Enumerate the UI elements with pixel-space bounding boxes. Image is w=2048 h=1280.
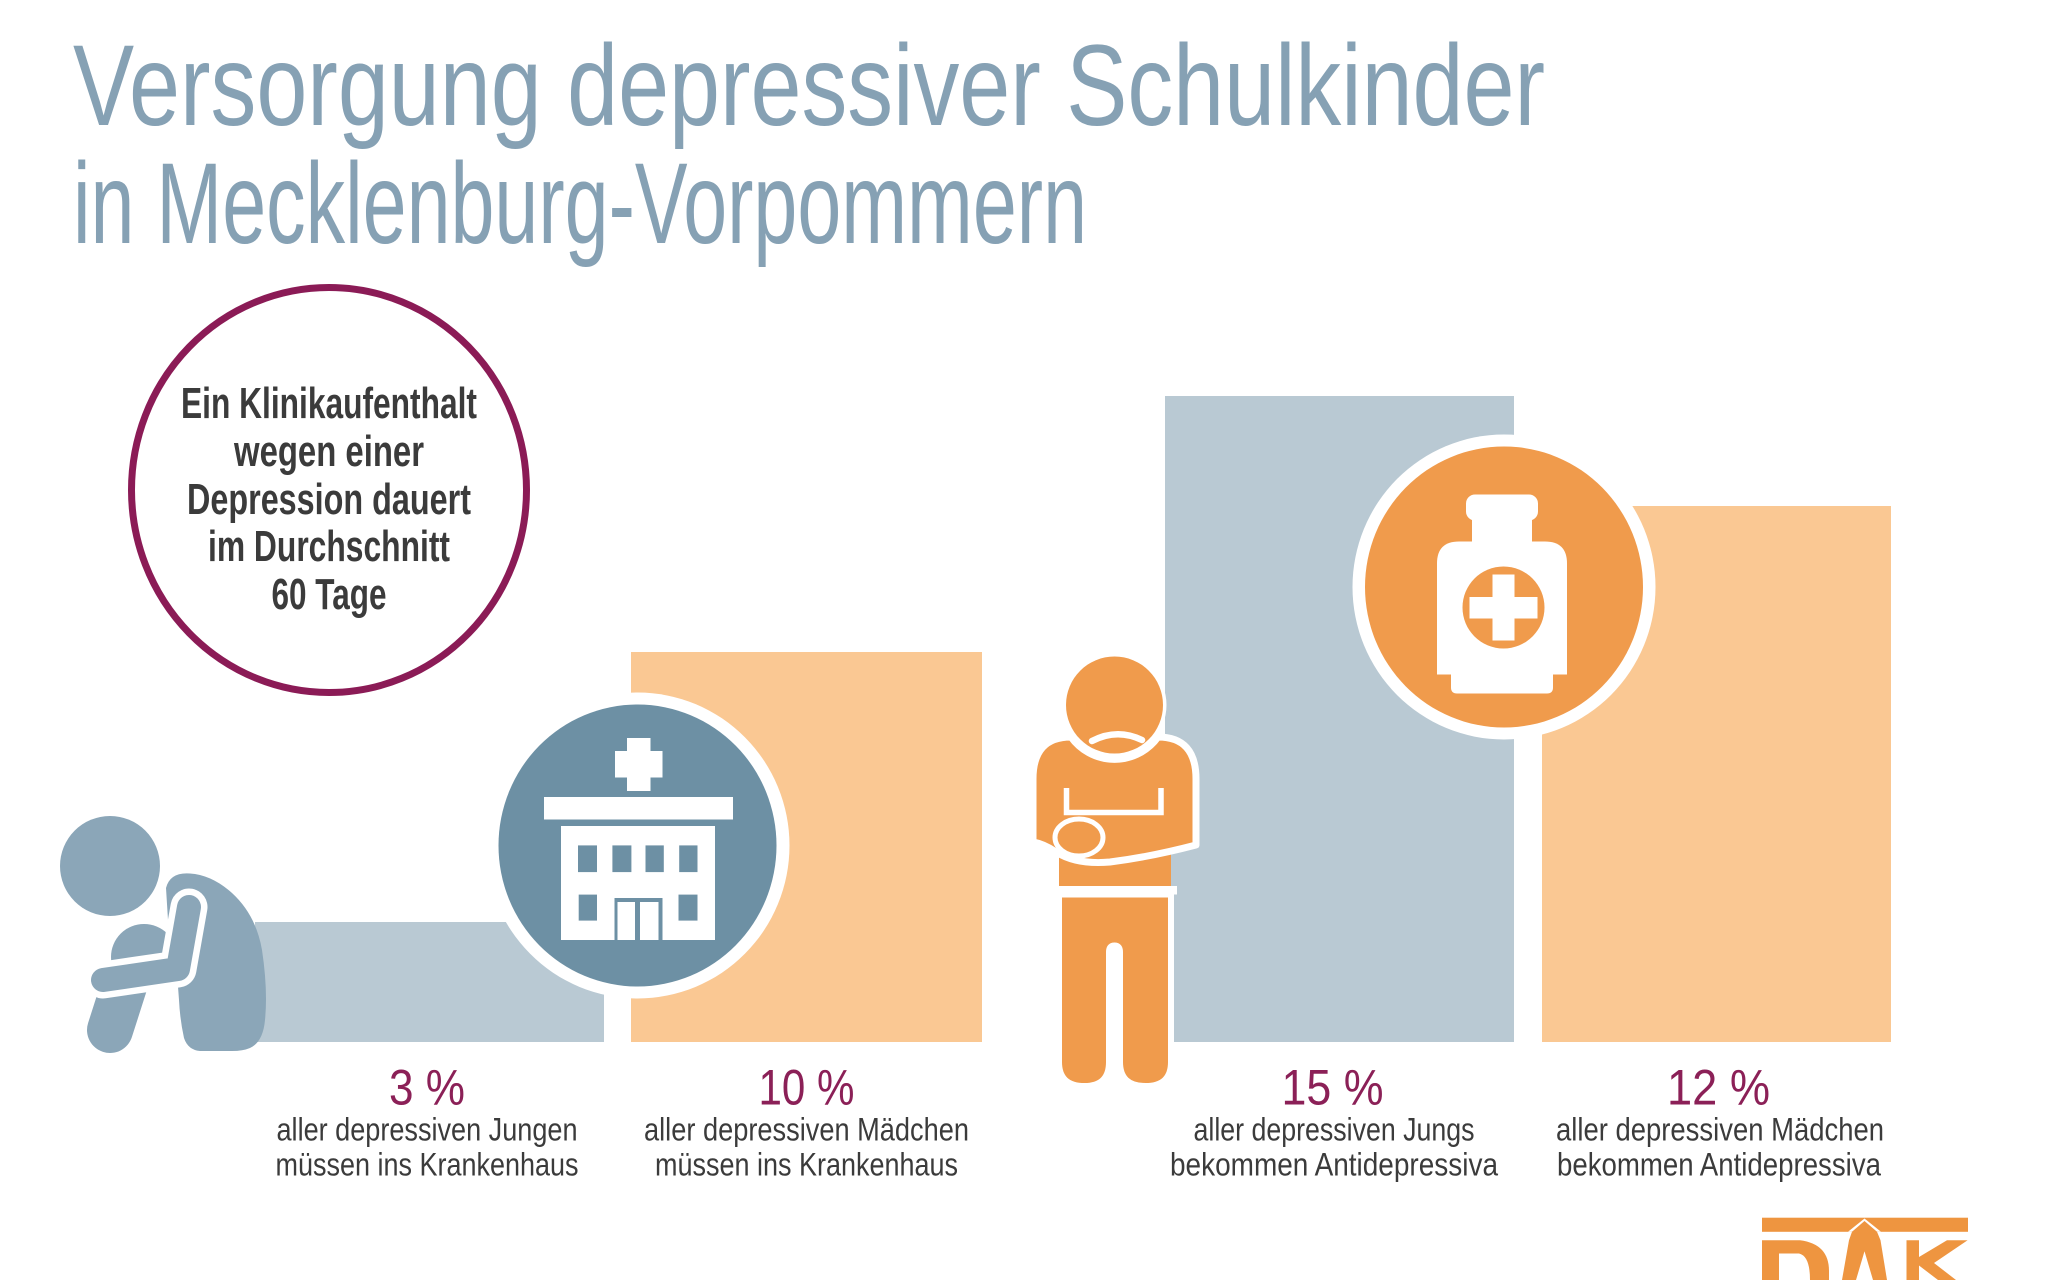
svg-text:Ein Klinikaufenthalt: Ein Klinikaufenthalt <box>181 379 477 428</box>
svg-text:aller depressiven Mädchen: aller depressiven Mädchen <box>644 1112 969 1148</box>
svg-text:in Mecklenburg-Vorpommern: in Mecklenburg-Vorpommern <box>73 140 1087 268</box>
svg-text:müssen ins Krankenhaus: müssen ins Krankenhaus <box>655 1147 958 1183</box>
svg-text:aller depressiven Jungs: aller depressiven Jungs <box>1194 1112 1475 1148</box>
svg-text:15 %: 15 % <box>1282 1060 1384 1116</box>
svg-text:3 %: 3 % <box>389 1060 465 1116</box>
svg-text:wegen einer: wegen einer <box>233 427 424 476</box>
svg-text:Depression dauert: Depression dauert <box>187 475 471 524</box>
svg-text:60 Tage: 60 Tage <box>272 570 387 619</box>
svg-text:im Durchschnitt: im Durchschnitt <box>208 522 450 571</box>
svg-text:12 %: 12 % <box>1667 1060 1770 1116</box>
svg-text:Versorgung depressiver Schulki: Versorgung depressiver Schulkinder <box>73 22 1545 150</box>
svg-text:bekommen Antidepressiva: bekommen Antidepressiva <box>1170 1147 1498 1183</box>
svg-text:bekommen Antidepressiva: bekommen Antidepressiva <box>1557 1147 1881 1183</box>
svg-text:müssen ins Krankenhaus: müssen ins Krankenhaus <box>276 1147 579 1183</box>
svg-text:aller depressiven Jungen: aller depressiven Jungen <box>277 1112 578 1148</box>
svg-text:aller depressiven Mädchen: aller depressiven Mädchen <box>1556 1112 1884 1148</box>
svg-text:10 %: 10 % <box>759 1060 855 1116</box>
